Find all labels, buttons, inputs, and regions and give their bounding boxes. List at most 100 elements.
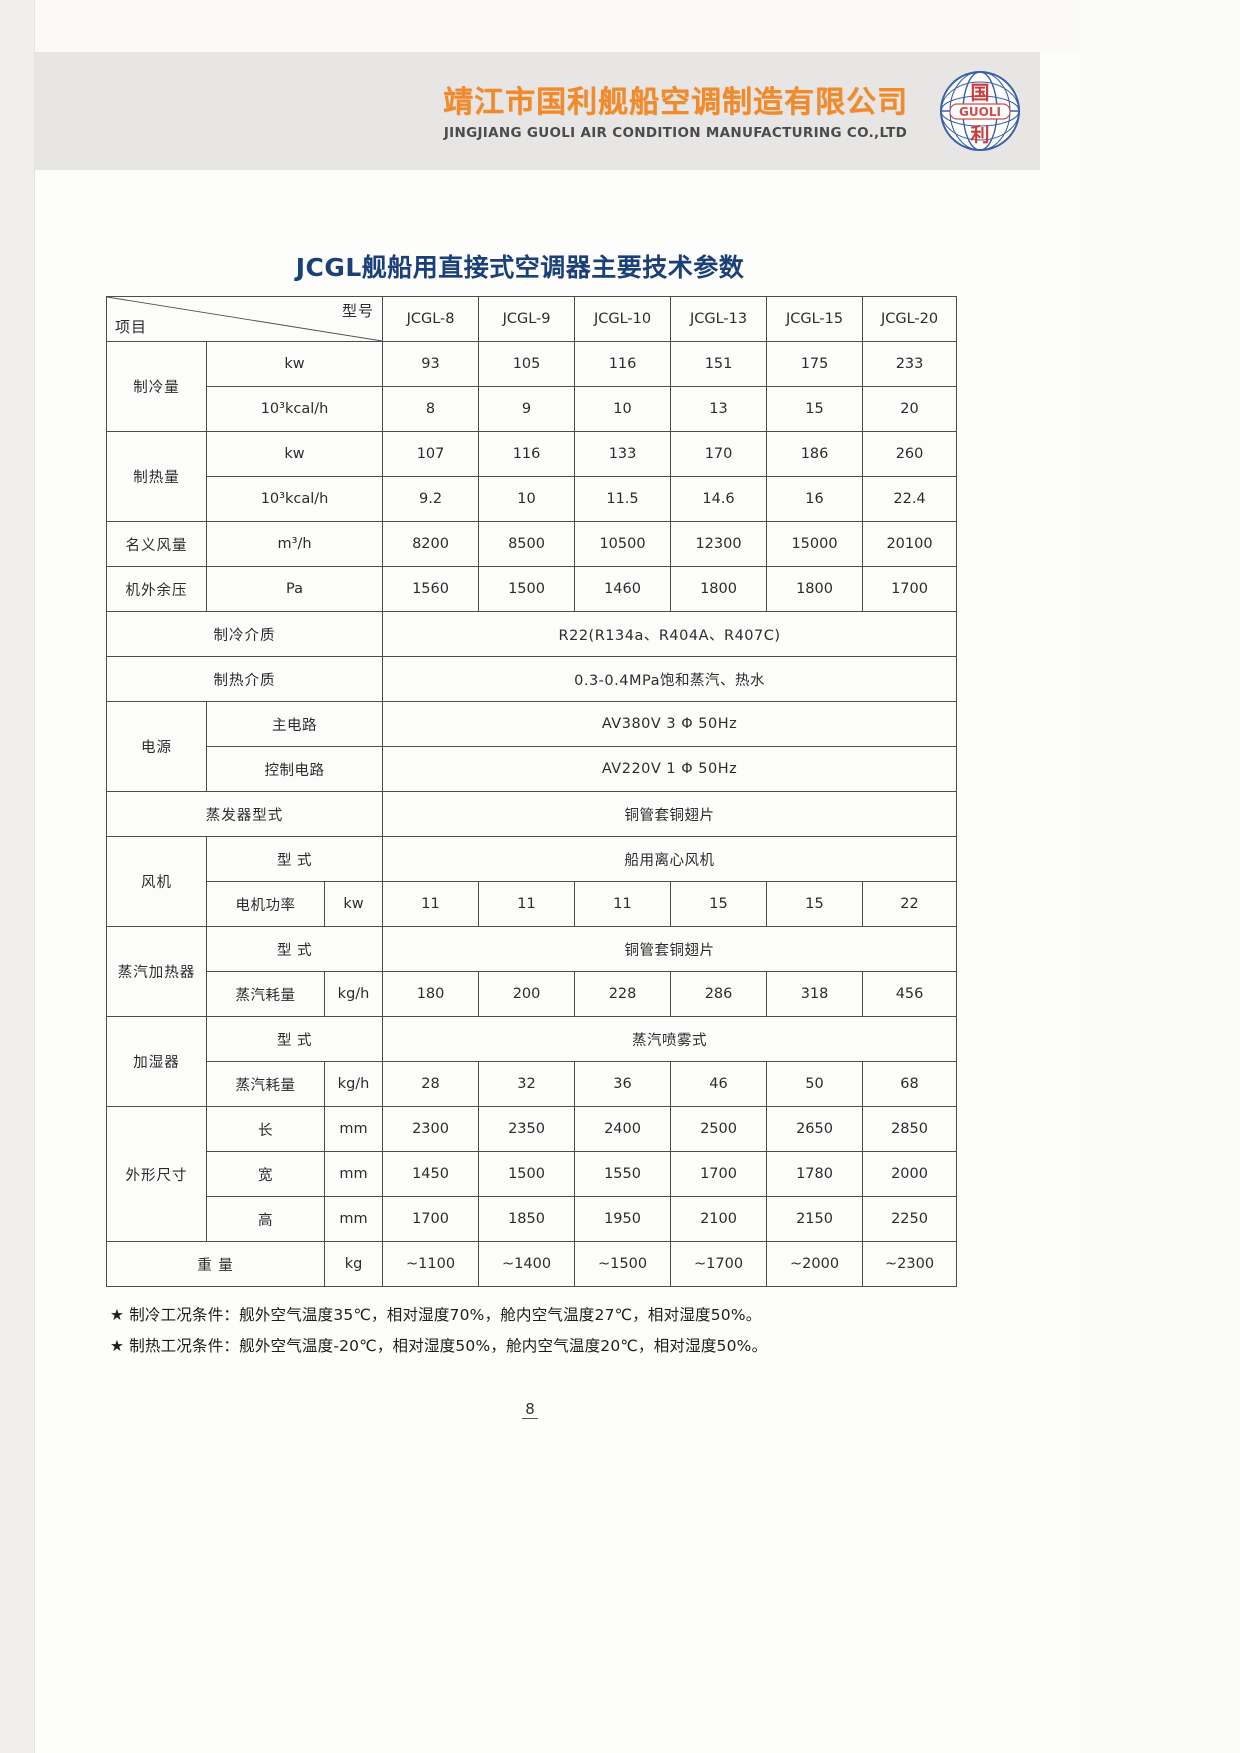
cell: 186 [766,431,864,477]
cell: 11 [478,881,576,927]
cell: 2300 [382,1106,480,1152]
cell: 1450 [382,1151,480,1197]
row-unit-height: mm [323,1196,384,1242]
row-unit-cooling-kcal: 10³kcal/h [205,386,384,432]
cell: 93 [382,341,480,387]
row-label-main-circuit: 主电路 [205,701,384,747]
table-row: 高 mm 1700 1850 1950 2100 2150 2250 [107,1196,958,1242]
cell: ~2000 [766,1241,864,1287]
scan-margin-top [0,0,1240,52]
table-row: 蒸发器型式 铜管套铜翅片 [105,791,958,837]
cell: 50 [766,1061,864,1107]
cell: 2400 [574,1106,672,1152]
row-unit-pressure: Pa [205,566,384,612]
cell: 10 [574,386,672,432]
company-name-block: 靖江市国利舰船空调制造有限公司 JINGJIANG GUOLI AIR COND… [443,81,908,140]
row-label-steam-heater-type: 型 式 [205,926,384,972]
table-row: 制热量 kw 107 116 133 170 186 260 [106,431,958,522]
value-evaporator-type: 铜管套铜翅片 [382,791,958,837]
value-main-circuit: AV380V 3 Φ 50Hz [382,701,958,747]
row-unit-weight: kg [323,1241,384,1287]
cell: 1700 [862,566,958,612]
cell: 105 [478,341,576,387]
cell: 13 [670,386,768,432]
row-unit-heating-kcal: 10³kcal/h [205,476,384,522]
cell: 175 [766,341,864,387]
cell: ~1500 [574,1241,672,1287]
row-label-steam-heater-consumption: 蒸汽耗量 [206,971,325,1017]
row-label-fan-type: 型 式 [205,836,384,882]
footnotes: ★ 制冷工况条件：舰外空气温度35℃，相对湿度70%，舱内空气温度27℃，相对湿… [110,1300,990,1362]
cell: 1500 [478,1151,576,1197]
globe-icon: GUOLI 国 利 [940,71,1020,151]
cell: 2500 [670,1106,768,1152]
row-group-humidifier: 加湿器 [106,1016,207,1107]
cell: 116 [574,341,672,387]
cell: 15 [670,881,768,927]
cell: 2000 [862,1151,958,1197]
row-group-nominal-airflow: 名义风量 [106,521,207,567]
table-row: 蒸汽加热器 型 式 铜管套铜翅片 [106,926,958,1017]
value-refrigerant: R22(R134a、R404A、R407C) [382,611,958,657]
row-axis-label: 项目 [115,318,148,336]
model-header-5: JCGL-20 [862,296,958,342]
cell: 1950 [574,1196,672,1242]
diagonal-divider-icon [107,297,383,341]
spec-table-wrap: 项目 型号 JCGL-8 JCGL-9 JCGL-10 JCGL-13 JCGL… [105,296,958,1287]
cell: ~2300 [862,1241,958,1287]
cell: 28 [382,1061,480,1107]
corner-cell: 项目 型号 [105,296,384,342]
cell: 9 [478,386,576,432]
cell: 1850 [478,1196,576,1242]
value-steam-heater-type: 铜管套铜翅片 [382,926,958,972]
scan-margin-right [1080,0,1240,1753]
cell: 180 [382,971,480,1017]
table-row: 控制电路 AV220V 1 Φ 50Hz [107,746,958,792]
cell: 2650 [766,1106,864,1152]
table-header-row: 项目 型号 JCGL-8 JCGL-9 JCGL-10 JCGL-13 JCGL… [105,296,958,342]
table-row: 10³kcal/h 8 9 10 13 15 20 [107,386,958,432]
cell: 233 [862,341,958,387]
model-header-3: JCGL-13 [670,296,768,342]
row-label-weight: 重 量 [106,1241,325,1287]
row-label-humidifier-type: 型 式 [205,1016,384,1062]
company-name-cn: 靖江市国利舰船空调制造有限公司 [443,85,908,121]
cell: 15 [766,386,864,432]
cell: 12300 [670,521,768,567]
footnote-cooling-condition: ★ 制冷工况条件：舰外空气温度35℃，相对湿度70%，舱内空气温度27℃，相对湿… [110,1306,762,1324]
row-unit-length: mm [323,1106,384,1152]
row-group-fan: 风机 [106,836,207,927]
cell: 260 [862,431,958,477]
table-row: 制冷量 kw 93 105 116 151 175 233 [106,341,958,432]
cell: 286 [670,971,768,1017]
table-row: 风机 型 式 船用离心风机 [106,836,958,927]
cell: 1560 [382,566,480,612]
cell: 8 [382,386,480,432]
page-title: JCGL舰船用直接式空调器主要技术参数 [295,253,745,282]
row-group-heating-capacity: 制热量 [106,431,207,522]
row-label-motor-power: 电机功率 [206,881,325,927]
cell: 456 [862,971,958,1017]
cell: 1460 [574,566,672,612]
cell: 170 [670,431,768,477]
table-row: 蒸汽耗量 kg/h 180 200 228 286 318 456 [107,971,958,1017]
cell: 1700 [382,1196,480,1242]
table-row: 蒸汽耗量 kg/h 28 32 36 46 50 68 [107,1061,958,1107]
row-group-external-static-pressure: 机外余压 [106,566,207,612]
logo-char-top: 国 [970,82,989,104]
spec-table: 项目 型号 JCGL-8 JCGL-9 JCGL-10 JCGL-13 JCGL… [105,296,958,1287]
value-humidifier-type: 蒸汽喷雾式 [382,1016,958,1062]
row-unit-steam-heater-consumption: kg/h [323,971,384,1017]
value-fan-type: 船用离心风机 [382,836,958,882]
cell: 11.5 [574,476,672,522]
col-axis-label: 型号 [342,302,375,320]
row-label-control-circuit: 控制电路 [205,746,384,792]
cell: 2850 [862,1106,958,1152]
cell: 14.6 [670,476,768,522]
row-label-width: 宽 [206,1151,325,1197]
cell: 15 [766,881,864,927]
cell: 2250 [862,1196,958,1242]
row-group-cooling-capacity: 制冷量 [106,341,207,432]
table-row: 宽 mm 1450 1500 1550 1700 1780 2000 [107,1151,958,1197]
